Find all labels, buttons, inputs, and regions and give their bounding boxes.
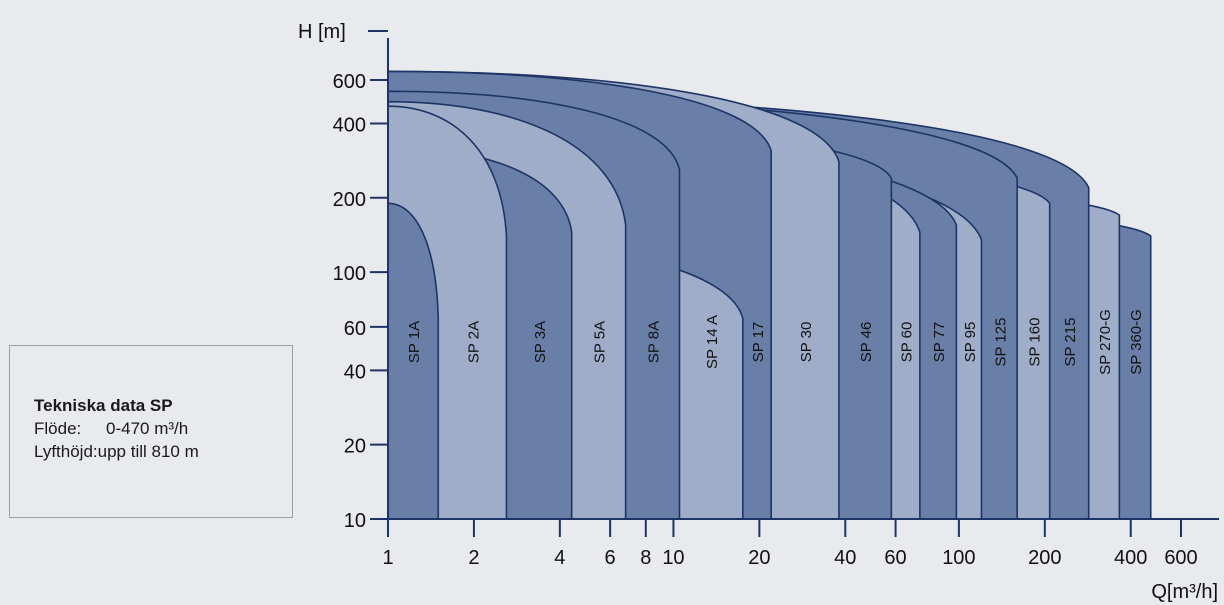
- y-tick-label-400: 400: [333, 114, 366, 136]
- y-tick-label-200: 200: [333, 189, 366, 211]
- pump-area-sp-1a: [387, 202, 440, 520]
- x-tick-label-4: 4: [554, 547, 565, 569]
- x-tick-label-1: 1: [382, 547, 393, 569]
- series-label-sp-215: SP 215: [1062, 318, 1079, 367]
- series-label-sp-160: SP 160: [1026, 318, 1043, 367]
- technical-data-box: Tekniska data SP Flöde: 0-470 m³/h Lyfthö…: [9, 345, 293, 518]
- series-label-sp-60: SP 60: [899, 322, 916, 363]
- y-axis-title: H [m]: [298, 21, 346, 43]
- series-label-sp-3a: SP 3A: [532, 321, 549, 363]
- x-tick-label-6: 6: [605, 547, 616, 569]
- series-label-sp-30: SP 30: [798, 322, 815, 363]
- x-tick-label-2: 2: [468, 547, 479, 569]
- series-label-sp-46: SP 46: [858, 322, 875, 363]
- series-label-sp-8a: SP 8A: [646, 321, 663, 363]
- x-axis-title: Q[m³/h]: [1151, 581, 1218, 603]
- y-tick-label-100: 100: [333, 263, 366, 285]
- series-label-sp-270-g: SP 270-G: [1097, 309, 1114, 375]
- flow-value: 0-470 m³/h: [106, 419, 189, 438]
- series-label-sp-1a: SP 1A: [406, 321, 423, 363]
- x-tick-label-200: 200: [1028, 547, 1061, 569]
- x-tick-label-60: 60: [884, 547, 906, 569]
- series-label-sp-2a: SP 2A: [465, 321, 482, 363]
- series-label-sp-5a: SP 5A: [592, 321, 609, 363]
- y-tick-label-20: 20: [344, 436, 366, 458]
- x-tick-label-100: 100: [942, 547, 975, 569]
- series-label-sp-95: SP 95: [962, 322, 979, 363]
- x-tick-label-40: 40: [834, 547, 856, 569]
- y-tick-label-600: 600: [333, 71, 366, 93]
- flow-label: Flöde:: [34, 419, 82, 438]
- y-tick-label-10: 10: [344, 510, 366, 532]
- head-value: upp till 810 m: [97, 442, 199, 461]
- series-label-sp-14-a: SP 14 A: [704, 315, 721, 369]
- y-tick-label-60: 60: [344, 318, 366, 340]
- head-row: Lyfthöjd:upp till 810 m: [34, 442, 199, 462]
- plot-area: [387, 70, 1152, 520]
- series-label-sp-17: SP 17: [750, 322, 767, 363]
- y-tick-label-40: 40: [344, 361, 366, 383]
- series-label-sp-360-g: SP 360-G: [1128, 309, 1145, 375]
- x-tick-label-20: 20: [748, 547, 770, 569]
- axes: 10 20 40 60 100 200 400 600 1 2 4 6 8 10 20 40 60 100 200 4…: [333, 30, 1219, 569]
- technical-data-title: Tekniska data SP: [34, 396, 173, 415]
- x-tick-label-8: 8: [640, 547, 651, 569]
- series-label-sp-77: SP 77: [931, 322, 948, 363]
- flow-row: Flöde: 0-470 m³/h: [34, 419, 188, 439]
- x-tick-label-600: 600: [1164, 547, 1197, 569]
- series-label-sp-125: SP 125: [992, 318, 1009, 367]
- head-label: Lyfthöjd:: [34, 442, 98, 461]
- x-tick-label-10: 10: [662, 547, 684, 569]
- x-tick-label-400: 400: [1114, 547, 1147, 569]
